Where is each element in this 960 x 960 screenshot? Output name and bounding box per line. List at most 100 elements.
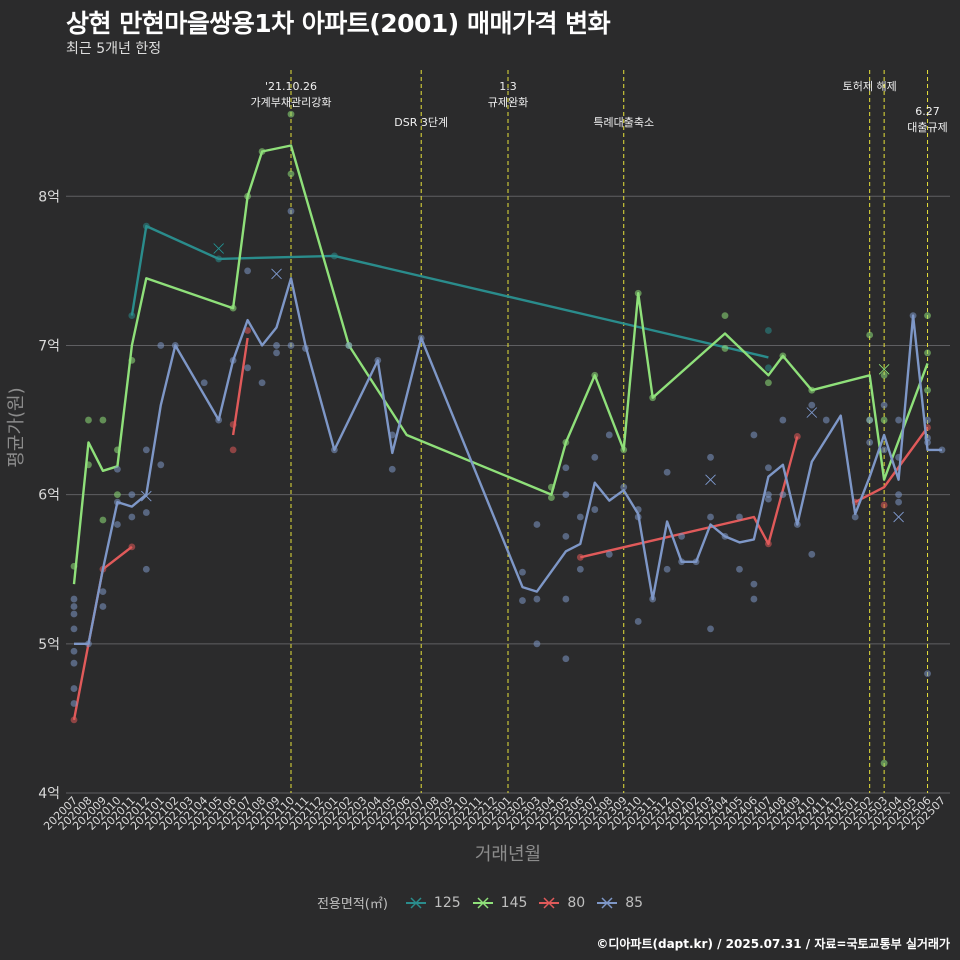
data-point bbox=[895, 498, 902, 506]
data-point bbox=[200, 379, 208, 387]
data-point bbox=[750, 595, 758, 603]
series-line bbox=[854, 426, 929, 504]
data-point bbox=[99, 603, 107, 610]
data-point bbox=[880, 759, 888, 767]
data-point bbox=[663, 468, 671, 476]
data-point bbox=[924, 386, 931, 394]
cross-stroke bbox=[705, 474, 716, 486]
data-point bbox=[287, 170, 295, 178]
source-caption: ©디아파트(dapt.kr) / 2025.07.31 / 자료=국토교통부 실… bbox=[596, 937, 950, 951]
data-point bbox=[721, 312, 729, 320]
event-label: 가계부채관리강화 bbox=[251, 96, 332, 109]
data-point bbox=[157, 342, 165, 349]
data-point bbox=[721, 345, 729, 352]
legend-key-icon bbox=[405, 896, 426, 909]
series-line bbox=[74, 277, 942, 645]
legend-label: 125 bbox=[433, 894, 461, 911]
data-point bbox=[244, 327, 252, 334]
data-point bbox=[273, 342, 280, 349]
series-85 bbox=[70, 207, 946, 707]
data-point bbox=[765, 327, 772, 334]
data-point bbox=[880, 501, 888, 509]
series-125 bbox=[128, 222, 772, 372]
data-point bbox=[866, 331, 874, 339]
data-point bbox=[128, 513, 136, 521]
data-point bbox=[895, 416, 902, 424]
legend-item-85: 85 bbox=[595, 895, 643, 911]
data-point bbox=[779, 491, 787, 499]
cross-marker bbox=[271, 268, 283, 280]
data-point bbox=[519, 597, 526, 604]
data-point bbox=[548, 494, 555, 502]
data-point bbox=[142, 446, 150, 454]
legend-key-icon bbox=[539, 896, 560, 909]
data-point bbox=[273, 349, 280, 357]
data-point bbox=[533, 595, 541, 603]
event-label: 대출규제 bbox=[907, 121, 947, 134]
event-label: 규제완화 bbox=[488, 96, 528, 109]
data-point bbox=[591, 506, 599, 513]
data-point bbox=[736, 565, 743, 573]
data-point bbox=[634, 618, 642, 625]
legend-key-icon bbox=[597, 896, 618, 909]
data-point bbox=[576, 565, 584, 573]
cross-marker bbox=[806, 407, 818, 419]
legend-label: 85 bbox=[625, 894, 644, 911]
cross-stroke bbox=[806, 407, 818, 418]
data-point bbox=[99, 416, 107, 424]
data-point bbox=[765, 464, 772, 472]
data-point bbox=[388, 465, 396, 473]
data-point bbox=[707, 453, 714, 461]
data-point bbox=[70, 625, 78, 633]
data-point bbox=[562, 491, 570, 499]
series-line bbox=[130, 224, 769, 359]
data-point bbox=[562, 595, 570, 603]
series-line bbox=[231, 337, 249, 436]
data-point bbox=[707, 513, 714, 521]
data-point bbox=[851, 513, 859, 521]
data-point bbox=[620, 483, 628, 491]
series-line bbox=[72, 144, 929, 585]
data-point bbox=[99, 588, 107, 596]
event-label: DSR 3단계 bbox=[394, 116, 448, 129]
data-point bbox=[85, 416, 92, 424]
data-point bbox=[142, 565, 150, 573]
y-tick-label: 7억 bbox=[38, 338, 60, 354]
data-point bbox=[70, 685, 78, 692]
data-point bbox=[808, 550, 816, 558]
y-tick-label: 4억 bbox=[38, 786, 60, 802]
data-point bbox=[562, 533, 570, 540]
data-point bbox=[822, 416, 830, 424]
data-point bbox=[114, 521, 121, 528]
data-point bbox=[924, 349, 931, 357]
cross-stroke bbox=[213, 243, 225, 254]
data-point bbox=[70, 647, 78, 655]
event-label: '21.10.26 bbox=[265, 80, 317, 93]
data-point bbox=[765, 495, 772, 503]
data-point bbox=[142, 509, 150, 516]
x-axis-title: 거래년월 bbox=[475, 844, 541, 865]
data-point bbox=[736, 513, 743, 521]
event-label: 6.27 bbox=[915, 105, 940, 118]
legend-title: 전용면적(㎡) bbox=[316, 897, 388, 912]
y-tick-label: 5억 bbox=[38, 637, 60, 653]
data-point bbox=[128, 312, 136, 320]
data-point bbox=[128, 491, 136, 499]
legend-key-icon bbox=[472, 896, 493, 909]
data-point bbox=[70, 659, 78, 667]
data-point bbox=[765, 379, 772, 387]
data-point bbox=[562, 464, 570, 472]
data-point bbox=[533, 521, 541, 528]
data-point bbox=[70, 700, 78, 707]
data-point bbox=[707, 625, 714, 633]
cross-marker bbox=[705, 474, 717, 486]
data-point bbox=[287, 207, 295, 215]
data-point bbox=[866, 416, 874, 424]
data-point bbox=[287, 342, 295, 349]
data-point bbox=[605, 550, 613, 558]
data-point bbox=[519, 568, 526, 576]
data-point bbox=[157, 461, 165, 469]
data-point bbox=[591, 453, 599, 461]
data-point bbox=[562, 655, 570, 663]
legend-item-80: 80 bbox=[537, 895, 585, 911]
